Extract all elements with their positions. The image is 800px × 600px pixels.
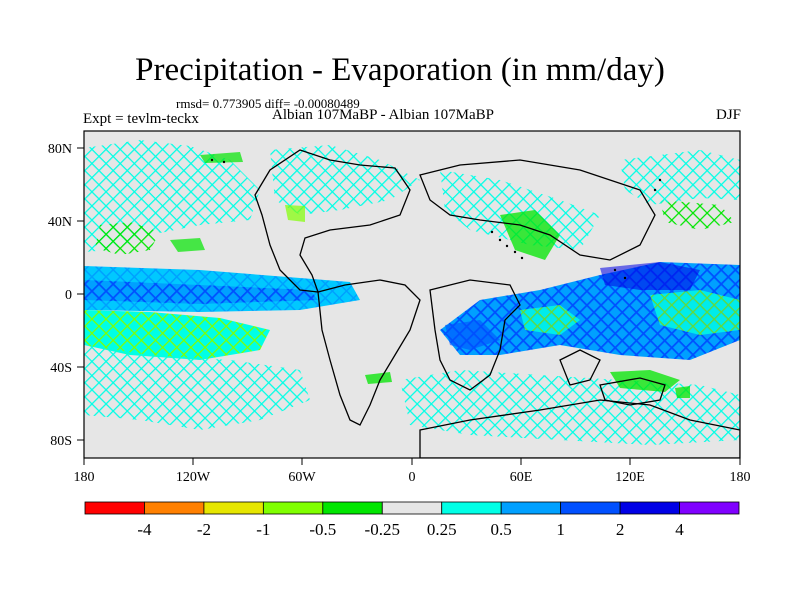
zone-asia-green bbox=[500, 210, 560, 260]
zone-south-green-1 bbox=[365, 372, 392, 384]
y-tick-80n: 80N bbox=[48, 142, 72, 157]
experiment-label: Expt = tevlm-teckx bbox=[83, 111, 199, 127]
map-title: Precipitation - Evaporation (in mm/day) bbox=[135, 52, 665, 88]
zone-north-pacific-green-2 bbox=[170, 238, 205, 252]
y-tick-80s: 80S bbox=[50, 434, 72, 449]
y-tick-40n: 40N bbox=[48, 215, 72, 230]
colorbar-label: 0.25 bbox=[427, 520, 457, 539]
colorbar-swatch bbox=[679, 501, 740, 515]
coast-australia bbox=[599, 377, 666, 406]
x-tick-0: 0 bbox=[409, 470, 416, 485]
coastlines bbox=[254, 149, 740, 458]
zone-north-east-green bbox=[660, 200, 735, 230]
zone-asia-wet bbox=[440, 170, 600, 250]
season-label: DJF bbox=[715, 107, 741, 123]
coast-antarctica-australia bbox=[419, 399, 740, 458]
x-tick-180e: 180 bbox=[730, 470, 751, 485]
colorbar-label: 2 bbox=[616, 520, 625, 539]
x-tick-120w: 120W bbox=[176, 470, 211, 485]
zone-north-pacific-green bbox=[95, 222, 160, 255]
x-tick-180w: 180 bbox=[74, 470, 95, 485]
x-tick-120e: 120E bbox=[615, 470, 645, 485]
colorbar-swatch bbox=[619, 501, 680, 515]
colorbar-swatch bbox=[262, 501, 324, 515]
zone-south-green-3 bbox=[675, 386, 690, 398]
colorbar-label: -0.25 bbox=[365, 520, 400, 539]
y-tick-0: 0 bbox=[65, 288, 72, 303]
axis-ticks bbox=[77, 147, 741, 465]
colorbar-swatch bbox=[560, 501, 621, 515]
coast-eurasia bbox=[419, 159, 656, 261]
colorbar-swatch bbox=[500, 501, 562, 515]
coast-south-america bbox=[317, 279, 421, 426]
colorbar-label: -1 bbox=[256, 520, 270, 539]
x-tick-60e: 60E bbox=[510, 470, 533, 485]
colorbar-label: -4 bbox=[137, 520, 152, 539]
zone-south-green-2 bbox=[610, 370, 680, 392]
coast-north-america bbox=[254, 149, 411, 293]
colorbar-swatch bbox=[144, 501, 205, 515]
colorbar: -4 -2 -1 -0.5 -0.25 0.25 0.5 1 2 4 bbox=[84, 501, 740, 539]
colorbar-label: 4 bbox=[675, 520, 684, 539]
zone-itcz-deep bbox=[84, 280, 318, 304]
colorbar-swatch bbox=[203, 501, 264, 515]
stats-text: rmsd= 0.773905 diff= -0.00080489 bbox=[176, 96, 360, 111]
zone-east-mix bbox=[650, 290, 740, 335]
coast-india bbox=[559, 349, 601, 386]
zone-north-green-1 bbox=[285, 205, 305, 222]
zone-tethys-core bbox=[600, 262, 700, 290]
zone-north-green-2 bbox=[200, 152, 243, 163]
zone-north-east-cyan bbox=[620, 150, 740, 205]
colorbar-swatch bbox=[84, 501, 145, 515]
colorbar-swatch bbox=[381, 501, 443, 515]
y-tick-40s: 40S bbox=[50, 361, 72, 376]
zone-africa-deep bbox=[445, 320, 500, 350]
x-tick-60w: 60W bbox=[288, 470, 316, 485]
colorbar-label: -2 bbox=[197, 520, 211, 539]
zone-north-atlantic-wet bbox=[270, 145, 420, 215]
island-dots bbox=[210, 158, 662, 280]
coast-africa bbox=[429, 279, 521, 391]
colorbar-label: 1 bbox=[556, 520, 565, 539]
comparison-label: Albian 107MaBP - Albian 107MaBP bbox=[272, 107, 494, 123]
zone-south-pacific-cyan bbox=[84, 345, 310, 430]
zone-south-pacific-mix bbox=[84, 310, 270, 360]
colorbar-swatch bbox=[322, 501, 383, 515]
colorbar-label: -0.5 bbox=[309, 520, 336, 539]
colorbar-swatch bbox=[441, 501, 502, 515]
colorbar-label: 0.5 bbox=[491, 520, 512, 539]
zone-tethys-mix bbox=[520, 305, 580, 335]
